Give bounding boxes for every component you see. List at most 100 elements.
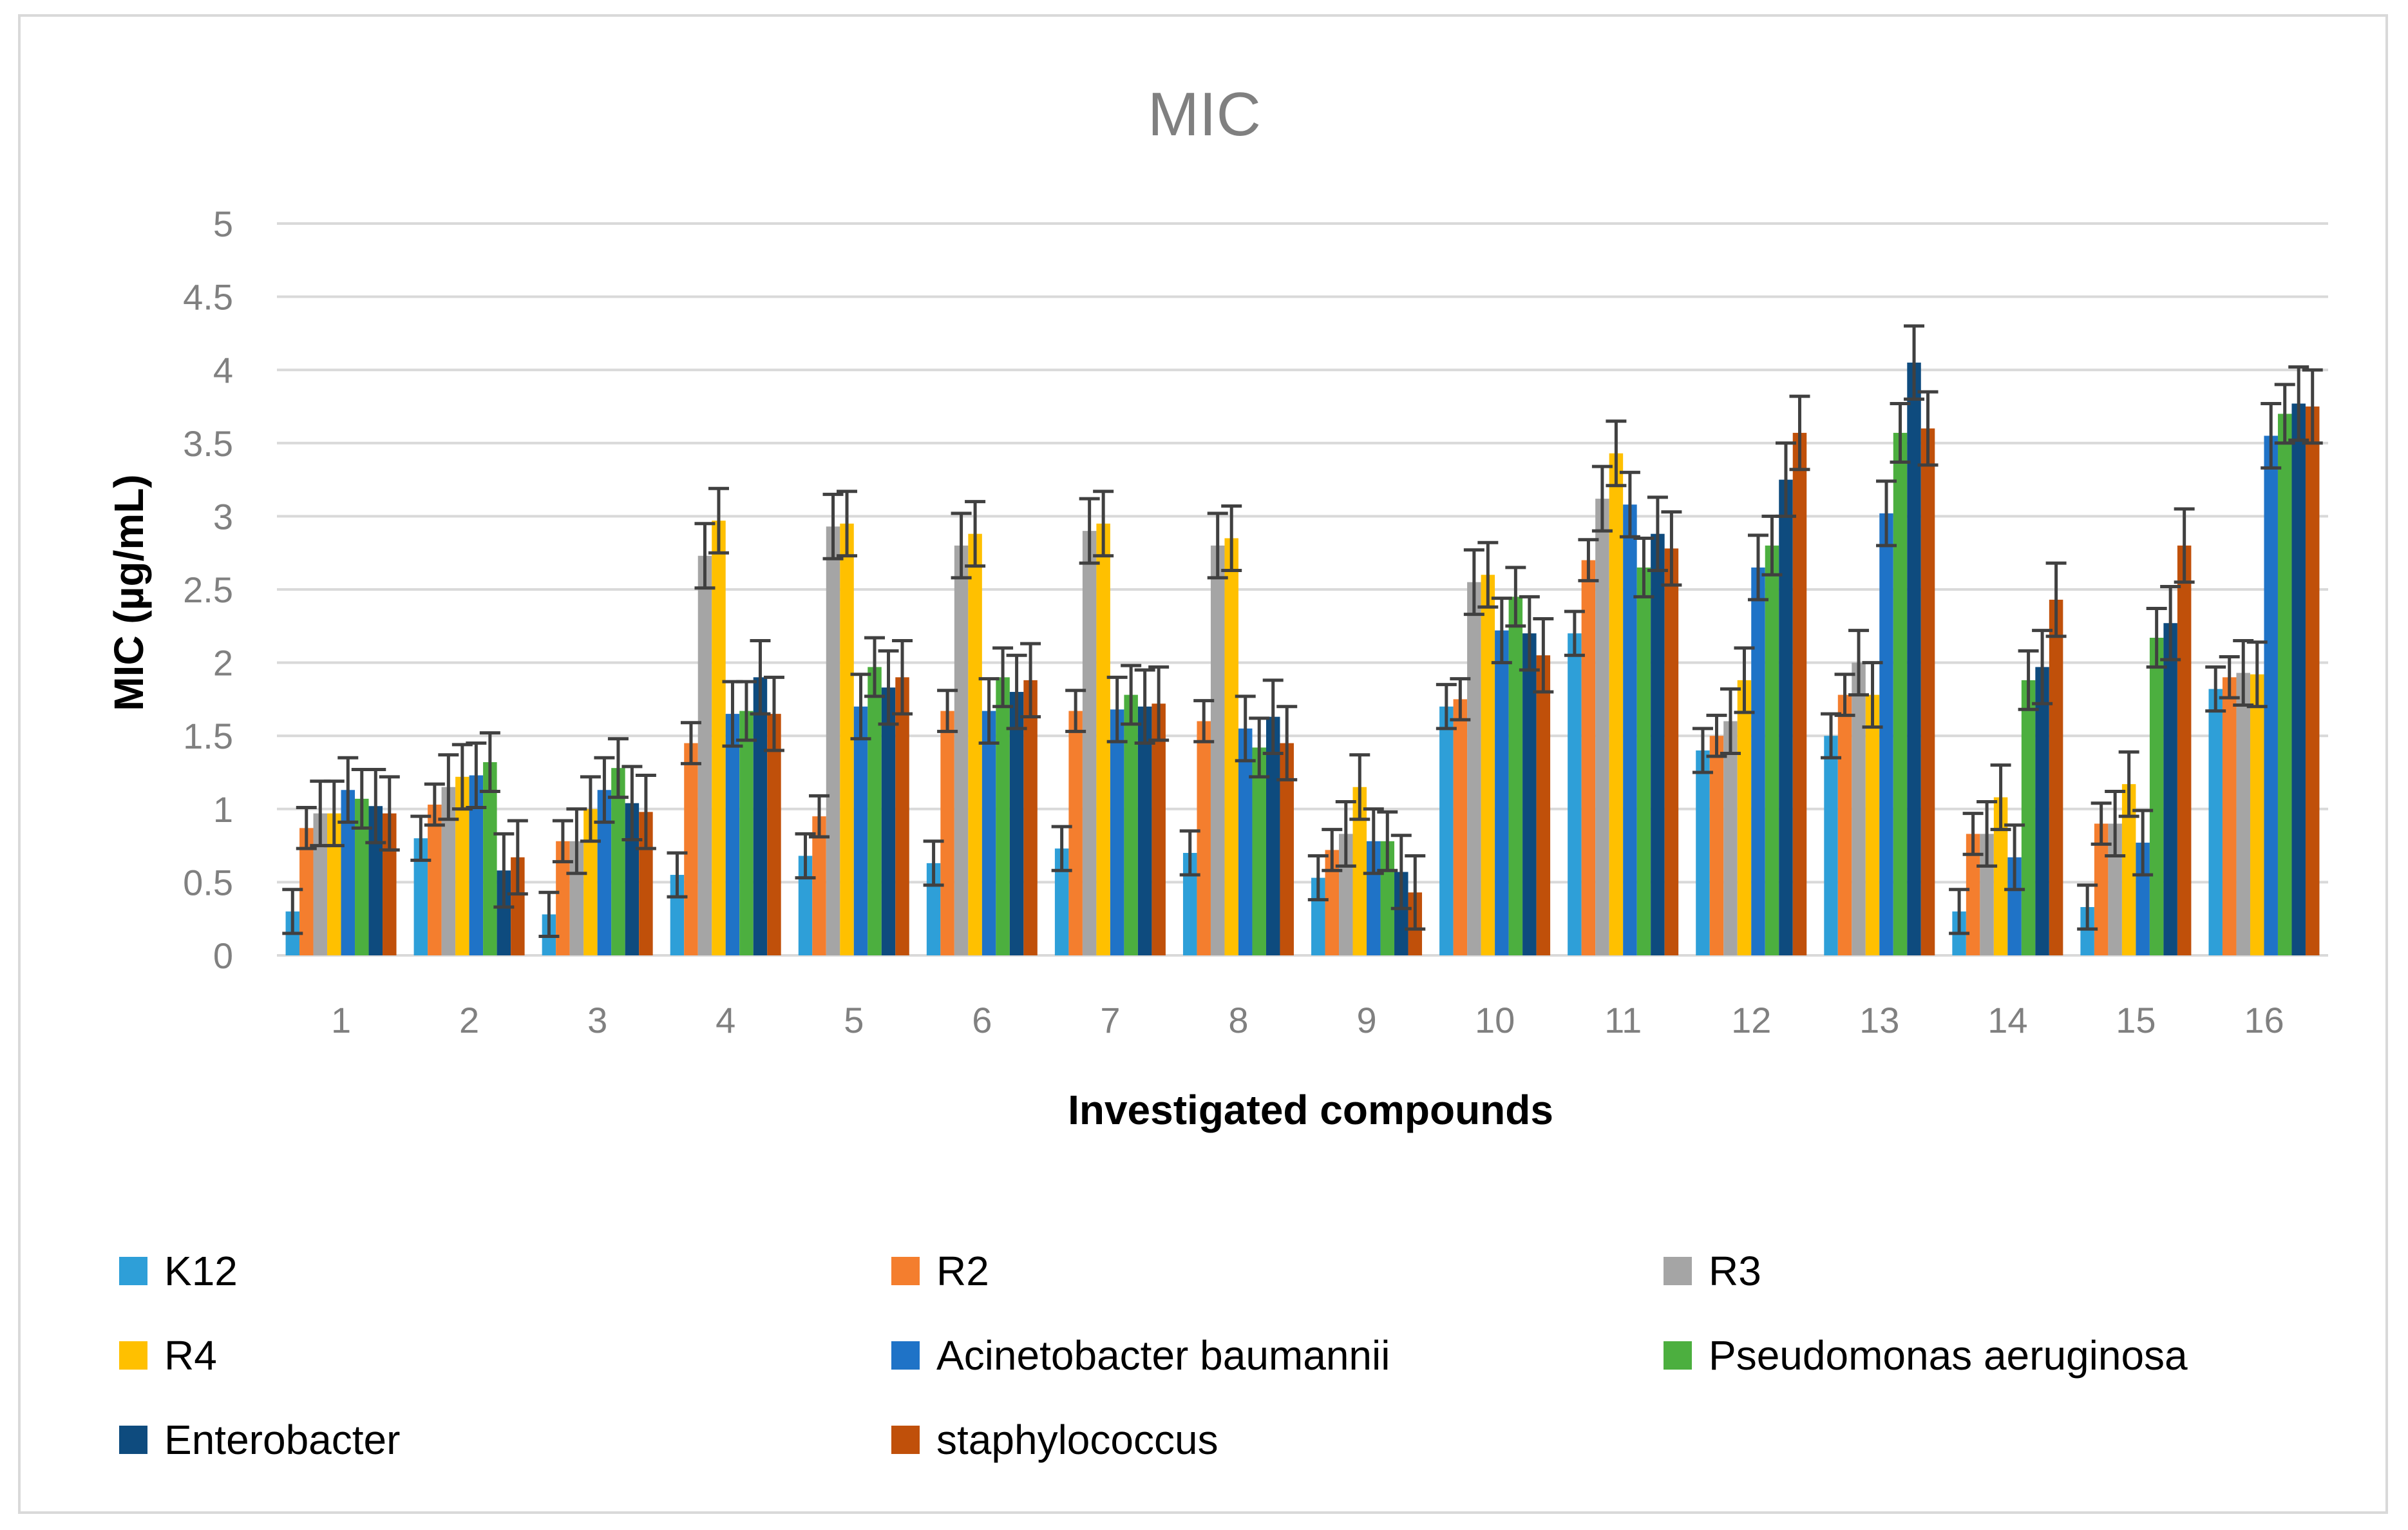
legend-label: Enterobacter bbox=[164, 1417, 400, 1463]
y-tick-label: 2.5 bbox=[183, 569, 233, 610]
bar bbox=[2094, 823, 2109, 955]
bar bbox=[2121, 784, 2136, 955]
bar bbox=[812, 816, 826, 955]
bar bbox=[497, 870, 511, 955]
bar bbox=[1920, 428, 1935, 955]
bar bbox=[2250, 674, 2264, 955]
bar bbox=[1765, 545, 1779, 955]
bar bbox=[1751, 567, 1765, 955]
bar bbox=[1893, 432, 1908, 955]
bar bbox=[1522, 633, 1537, 955]
legend-swatch bbox=[1664, 1341, 1692, 1370]
legend-swatch bbox=[1664, 1257, 1692, 1285]
bar bbox=[853, 706, 868, 955]
bar bbox=[1581, 560, 1596, 955]
bar bbox=[1623, 504, 1637, 955]
bar bbox=[1252, 747, 1266, 955]
bar bbox=[1023, 680, 1038, 955]
bar bbox=[1609, 453, 1624, 955]
bar bbox=[1325, 850, 1340, 955]
y-tick-label: 1 bbox=[213, 789, 233, 830]
bar bbox=[1824, 736, 1838, 955]
x-tick-label: 4 bbox=[716, 1000, 735, 1040]
bar bbox=[2007, 857, 2022, 955]
bar bbox=[996, 677, 1010, 955]
bar bbox=[341, 790, 356, 955]
legend-label: Pseudomonas aeruginosa bbox=[1709, 1332, 2188, 1379]
bar bbox=[2035, 667, 2049, 955]
bar bbox=[940, 711, 954, 955]
bar bbox=[1197, 721, 1211, 955]
bar bbox=[2236, 673, 2250, 955]
legend-swatch bbox=[891, 1426, 920, 1454]
bar bbox=[1779, 479, 1793, 955]
bar bbox=[313, 813, 328, 955]
bar bbox=[1907, 362, 1921, 955]
x-tick-label: 7 bbox=[1100, 1000, 1120, 1040]
y-tick-label: 2 bbox=[213, 643, 233, 684]
y-tick-label: 4 bbox=[213, 350, 233, 390]
bar bbox=[1737, 680, 1752, 955]
bar bbox=[2136, 843, 2150, 955]
bar bbox=[968, 533, 982, 955]
bar bbox=[2291, 403, 2306, 955]
bar bbox=[597, 790, 612, 955]
y-tick-label: 0 bbox=[213, 935, 233, 976]
legend-swatch bbox=[891, 1341, 920, 1370]
bar bbox=[697, 555, 712, 955]
bars bbox=[285, 362, 2320, 955]
bar bbox=[483, 762, 497, 955]
bar bbox=[1096, 523, 1110, 955]
bar bbox=[1210, 545, 1225, 955]
bar bbox=[725, 714, 740, 955]
bar bbox=[455, 776, 469, 955]
legend-label: Acinetobacter baumannii bbox=[936, 1332, 1390, 1379]
bar bbox=[1311, 877, 1325, 955]
bar bbox=[753, 677, 768, 955]
bar bbox=[1508, 597, 1523, 955]
legend-swatch bbox=[119, 1341, 147, 1370]
legend-label: R3 bbox=[1709, 1248, 1761, 1294]
x-tick-label: 13 bbox=[1859, 1000, 1899, 1040]
x-tick-label: 11 bbox=[1604, 1000, 1642, 1040]
x-tick-label: 5 bbox=[844, 1000, 864, 1040]
bar bbox=[1852, 662, 1866, 955]
bar bbox=[1238, 728, 1253, 955]
y-axis-title: MIC (µg/mL) bbox=[106, 474, 152, 711]
bar bbox=[826, 526, 840, 955]
bar bbox=[2277, 414, 2292, 955]
bar bbox=[428, 804, 442, 955]
bar bbox=[299, 828, 314, 955]
bar bbox=[1182, 852, 1197, 955]
bar bbox=[1651, 533, 1665, 955]
bar bbox=[1439, 706, 1454, 955]
x-axis-tick-labels: 1 2 3 4 5 6 7 8 9 10 11 12 13 14 15 16 bbox=[331, 1000, 2284, 1040]
bar bbox=[1394, 872, 1408, 955]
bar bbox=[355, 798, 369, 955]
bar bbox=[1453, 699, 1468, 955]
bar bbox=[981, 711, 996, 955]
bar bbox=[954, 545, 969, 955]
bar bbox=[2021, 680, 2036, 955]
x-tick-label: 2 bbox=[459, 1000, 479, 1040]
bar bbox=[1495, 630, 1509, 955]
bar bbox=[1865, 694, 1880, 955]
bar bbox=[1266, 716, 1280, 955]
bar bbox=[1481, 575, 1495, 955]
bar bbox=[1068, 711, 1083, 955]
bar bbox=[840, 523, 854, 955]
x-tick-label: 14 bbox=[1987, 1000, 2027, 1040]
y-tick-label: 4.5 bbox=[183, 277, 233, 318]
y-tick-label: 3.5 bbox=[183, 423, 233, 464]
bar bbox=[1054, 848, 1069, 955]
bar bbox=[712, 521, 726, 955]
bar bbox=[583, 808, 598, 955]
bar bbox=[1723, 721, 1738, 955]
bar bbox=[2222, 677, 2237, 955]
bar bbox=[441, 787, 456, 955]
bar bbox=[1467, 582, 1481, 955]
x-tick-label: 12 bbox=[1731, 1000, 1771, 1040]
bar bbox=[1224, 538, 1238, 955]
y-tick-label: 1.5 bbox=[183, 716, 233, 756]
bar bbox=[798, 856, 813, 955]
